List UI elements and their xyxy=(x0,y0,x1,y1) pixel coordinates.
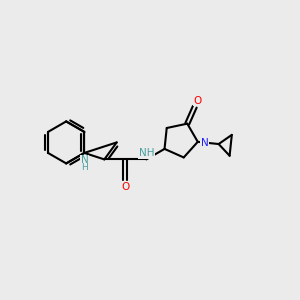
Text: N: N xyxy=(80,155,88,165)
Text: O: O xyxy=(121,182,130,192)
Text: H: H xyxy=(81,163,88,172)
Text: NH: NH xyxy=(139,148,154,158)
Text: O: O xyxy=(193,96,202,106)
Text: N: N xyxy=(201,137,208,148)
